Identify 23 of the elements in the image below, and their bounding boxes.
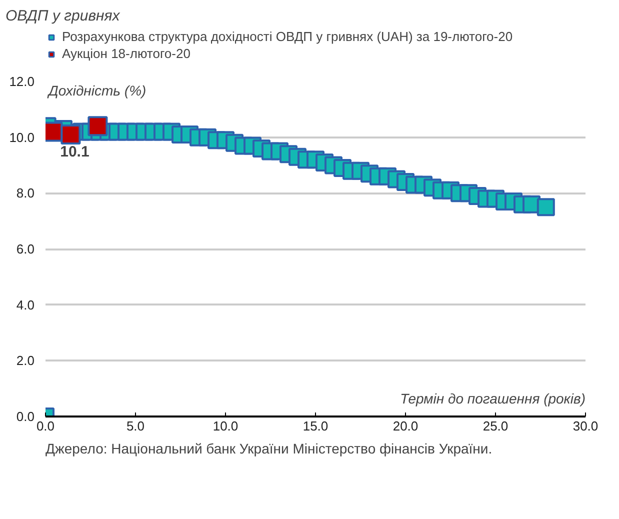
x-tick-label: 25.0 <box>482 418 508 434</box>
y-tick-label: 8.0 <box>16 186 35 201</box>
x-tick-label: 20.0 <box>392 418 418 434</box>
x-tick-label: 0.0 <box>36 418 55 434</box>
y-tick-label: 2.0 <box>16 353 35 368</box>
point <box>536 198 555 216</box>
point <box>88 116 108 136</box>
x-tick-label: 10.0 <box>212 418 238 434</box>
y-tick-label: 12.0 <box>9 74 35 89</box>
legend-label: Розрахункова структура дохідності ОВДП у гривнях (UAH) за 19-лютого-20 <box>62 29 513 44</box>
text: Джерело: Національний банк України Міністерство фінансів України. <box>46 440 492 456</box>
x-tick-label: 5.0 <box>126 418 145 434</box>
y-axis-title: Дохідність (%) <box>46 82 146 98</box>
x-tick-label: 30.0 <box>572 418 598 434</box>
y-tick-label: 6.0 <box>16 242 35 256</box>
chart-title: ОВДП у гривнях <box>6 8 120 24</box>
data-label: 10.1 <box>60 144 90 161</box>
y-tick-label: 10.0 <box>9 130 35 145</box>
y-tick-label: 0.0 <box>16 409 35 424</box>
x-tick-label: 15.0 <box>302 418 328 434</box>
y-tick-label: 4.0 <box>16 297 35 312</box>
legend-label: Аукціон 18-лютого-20 <box>62 46 190 61</box>
x-axis-title: Термін до погашення (років) <box>400 390 586 406</box>
